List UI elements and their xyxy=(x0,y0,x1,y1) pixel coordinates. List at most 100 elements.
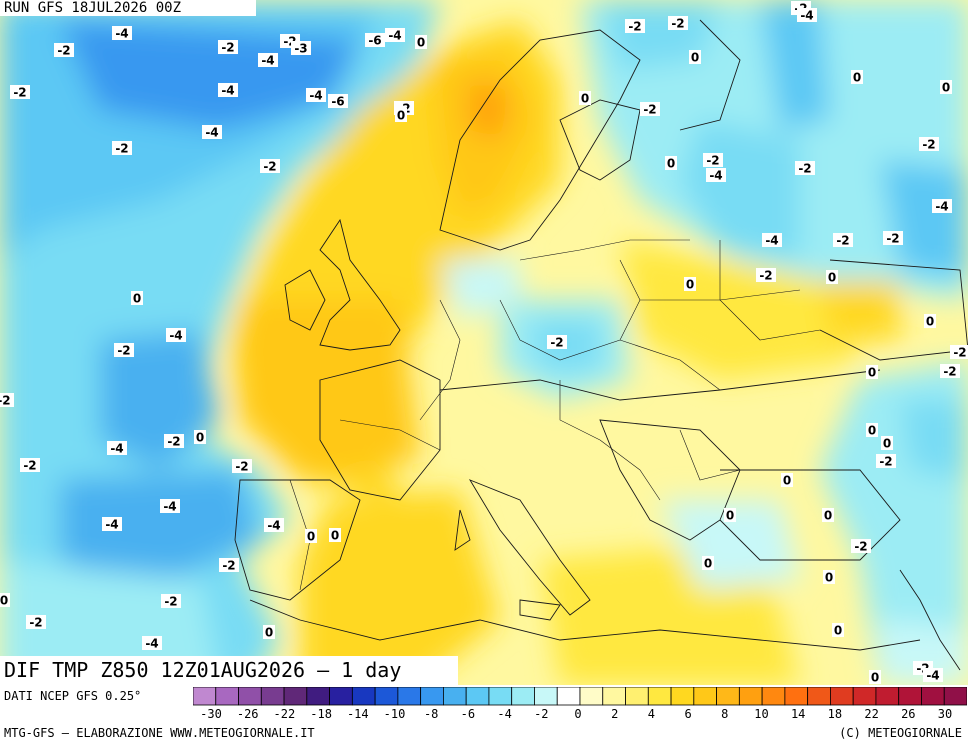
contour-label-bg xyxy=(724,508,736,522)
copyright: (C) METEOGIORNALE xyxy=(839,726,962,740)
contour-label-bg xyxy=(668,16,688,30)
contour-label-bg xyxy=(54,43,74,57)
contour-label: -2 xyxy=(235,460,248,474)
contour-label-bg xyxy=(260,159,280,173)
contour-label-bg xyxy=(940,364,960,378)
contour-label-bg xyxy=(706,168,726,182)
contour-label-bg xyxy=(131,291,143,305)
contour-label-bg xyxy=(0,393,14,407)
contour-label: 0 xyxy=(691,51,699,65)
colorbar-swatch xyxy=(534,687,558,706)
colorbar-swatch xyxy=(738,687,763,706)
contour-label-bg xyxy=(26,615,46,629)
colorbar-swatch xyxy=(898,687,922,706)
colorbar-swatch xyxy=(238,687,262,706)
contour-label-bg xyxy=(415,35,427,49)
colorbar-tick-label: 10 xyxy=(754,707,769,721)
contour-label-bg xyxy=(329,528,341,542)
contour-label: -3 xyxy=(294,42,307,56)
contour-label-bg xyxy=(703,153,723,167)
colorbar-swatch xyxy=(943,687,967,706)
contour-label: 0 xyxy=(926,315,934,329)
contour-label-bg xyxy=(232,459,252,473)
contour-label-bg xyxy=(579,91,591,105)
contour-label: 0 xyxy=(871,671,879,685)
contour-label: -2 xyxy=(943,365,956,379)
colorbar xyxy=(193,687,967,706)
contour-label: -2 xyxy=(706,154,719,168)
contour-label: -2 xyxy=(13,86,26,100)
colorbar-swatch xyxy=(556,687,581,706)
colorbar-tick-label: 18 xyxy=(827,707,843,721)
contour-label-bg xyxy=(385,28,405,42)
contour-label-bg xyxy=(625,19,645,33)
contour-label-bg xyxy=(869,670,881,684)
colorbar-tick-label: -6 xyxy=(460,707,476,721)
contour-label: -2 xyxy=(759,269,772,283)
contour-label: -2 xyxy=(167,435,180,449)
contour-label: 0 xyxy=(581,92,589,106)
colorbar-tick-label: -14 xyxy=(346,707,369,721)
contour-label: -4 xyxy=(115,27,128,41)
contour-label: -2 xyxy=(836,234,849,248)
colorbar-swatch xyxy=(852,687,877,706)
contour-label: -4 xyxy=(163,500,176,514)
colorbar-swatch xyxy=(579,687,604,706)
contour-label: -4 xyxy=(800,9,813,23)
contour-label-bg xyxy=(881,436,893,450)
contour-label: -2 xyxy=(628,20,641,34)
contour-label-bg xyxy=(851,70,863,84)
colorbar-swatch xyxy=(830,687,854,706)
contour-label: 0 xyxy=(942,81,950,95)
colorbar-tick-label: -4 xyxy=(497,707,512,721)
contour-label: -2 xyxy=(643,103,656,117)
contour-label: -2 xyxy=(798,162,811,176)
contour-label-bg xyxy=(112,141,132,155)
contour-label-bg xyxy=(365,33,385,47)
contour-label-bg xyxy=(940,80,952,94)
contour-label-bg xyxy=(756,268,776,282)
contour-label-bg xyxy=(919,137,939,151)
contour-label: 0 xyxy=(265,626,273,640)
contour-label-bg xyxy=(924,314,936,328)
contour-label: -2 xyxy=(953,346,966,360)
contour-label-bg xyxy=(291,41,311,55)
contour-label: 0 xyxy=(686,278,694,292)
colorbar-swatch xyxy=(921,687,945,706)
contour-label-bg xyxy=(395,108,407,122)
contour-label-bg xyxy=(923,668,943,682)
contour-label-bg xyxy=(0,593,10,607)
contour-label: -4 xyxy=(309,89,322,103)
contour-label-bg xyxy=(218,40,238,54)
contour-label-bg xyxy=(164,434,184,448)
contour-label: -2 xyxy=(164,595,177,609)
colorbar-tick-labels: -30 -26 -22 -18 -14 -10 -8 -6 -4 -2 0 2 4 6 8 10 14 18 22 2… xyxy=(0,707,968,723)
country-borders xyxy=(289,239,821,591)
contour-label-bg xyxy=(20,458,40,472)
colorbar-swatch xyxy=(647,687,672,706)
contour-label-bg xyxy=(702,556,714,570)
contour-label-bg xyxy=(876,454,896,468)
contour-labels: -4-2-2-2-3-4-6-40-2-4-4-6-20-4-2-2-2-2-2… xyxy=(0,1,968,685)
colorbar-tick-label: 0 xyxy=(574,707,582,721)
map-title: DIF TMP Z850 12Z01AUG2026 – 1 day xyxy=(0,656,458,685)
contour-label-bg xyxy=(107,441,127,455)
colorbar-swatch xyxy=(351,687,376,706)
colorbar-tick-label: -18 xyxy=(310,707,332,721)
contour-label-bg xyxy=(950,345,968,359)
contour-label: -4 xyxy=(765,234,778,248)
contour-label-bg xyxy=(306,88,326,102)
contour-label-bg xyxy=(160,499,180,513)
contour-label: 0 xyxy=(868,424,876,438)
contour-label-bg xyxy=(166,328,186,342)
colorbar-tick-label: -2 xyxy=(534,707,549,721)
contour-label: -2 xyxy=(29,616,42,630)
contour-label: -2 xyxy=(0,394,11,408)
contour-label-bg xyxy=(826,270,838,284)
contour-label-bg xyxy=(762,233,782,247)
footer: DATI NCEP GFS 0.25° -30 -26 -22 -18 -14 -10 -8… xyxy=(0,685,968,745)
colorbar-tick-label: 22 xyxy=(864,707,879,721)
colorbar-tick-label: -10 xyxy=(383,707,406,721)
contour-label: 0 xyxy=(825,571,833,585)
colorbar-swatch xyxy=(693,687,717,706)
